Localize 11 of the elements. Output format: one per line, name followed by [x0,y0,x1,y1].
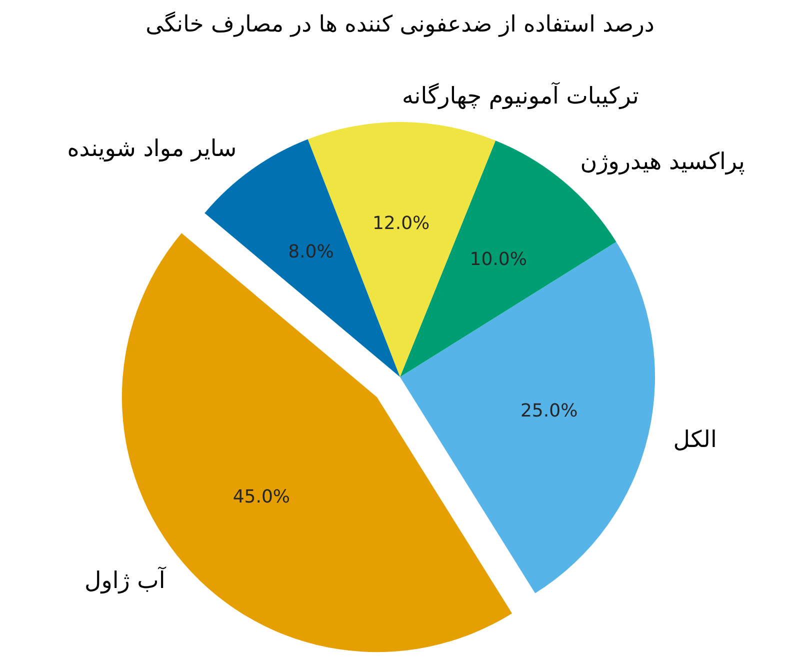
data-label: 25.0% [520,400,578,422]
data-label: 45.0% [232,486,290,508]
slice-label: الکل [673,427,717,454]
slice-label: آب ژاول [84,566,167,594]
data-label: 8.0% [288,242,334,263]
slice-label: ترکیبات آمونیوم چهارگانه [402,82,639,110]
chart-title: درصد استفاده از ضدعفونی کننده ها در مصارف خانگی [146,10,654,38]
data-label: 12.0% [372,213,430,234]
slice-label: پراکسید هیدروژن [580,149,745,176]
slice-label: سایر مواد شوینده [67,136,237,162]
data-label: 10.0% [470,248,527,270]
